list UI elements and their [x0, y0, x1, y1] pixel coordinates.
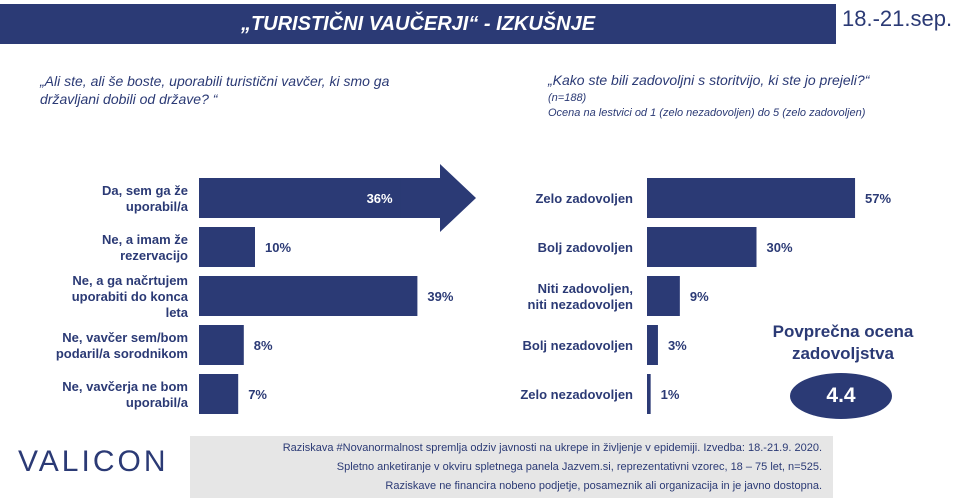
bar: [647, 178, 856, 218]
satisfaction-bar-chart: Zelo zadovoljen 57% Bolj zadovoljen 30% Niti…: [520, 178, 892, 414]
title-banner: „TURISTIČNI VAUČERJI“ - IZKUŠNJE: [0, 4, 836, 44]
category-label: Bolj zadovoljen: [538, 240, 633, 255]
footer-line-1: Raziskava #Novanormalnost spremlja odziv…: [282, 442, 822, 454]
category-label: Niti zadovoljen, niti nezadovoljen: [528, 281, 634, 312]
right-scale-note: Ocena na lestvici od 1 (zelo nezadovolje…: [548, 107, 866, 119]
valicon-logo: VALICON: [18, 445, 169, 478]
category-label: Ne, a imam že rezervacijo: [102, 232, 188, 263]
category-label: Da, sem ga že uporabil/a: [102, 183, 189, 214]
value-label: 8%: [254, 338, 273, 353]
value-label: 9%: [690, 289, 709, 304]
footer-line-3: Raziskave ne financira nobeno podjetje, …: [385, 480, 822, 492]
value-label: 57%: [865, 191, 891, 206]
bar: [647, 374, 651, 414]
category-label: Ne, a ga načrtujem uporabiti do konca leta: [72, 273, 189, 320]
value-label: 30%: [767, 240, 793, 255]
value-label: 10%: [265, 240, 291, 255]
bar: [647, 227, 757, 267]
category-label: Ne, vavčerja ne bom uporabil/a: [62, 379, 188, 410]
value-label: 1%: [661, 387, 680, 402]
category-label: Zelo zadovoljen: [535, 191, 633, 206]
value-label: 3%: [668, 338, 687, 353]
footer-note: Raziskava #Novanormalnost spremlja odziv…: [190, 436, 833, 498]
usage-bar-chart: Da, sem ga že uporabil/a 36% Ne, a imam že r…: [56, 164, 476, 414]
average-score-title: Povprečna ocena zadovoljstva: [772, 322, 914, 363]
value-label: 7%: [248, 387, 267, 402]
left-question: „Ali ste, ali še boste, uporabili turist…: [40, 73, 390, 107]
bar: [647, 325, 658, 365]
bar: [199, 276, 418, 316]
category-label: Bolj nezadovoljen: [522, 338, 633, 353]
value-label: 36%: [367, 191, 393, 206]
category-label: Ne, vavčer sem/bom podaril/a sorodnikom: [56, 330, 188, 361]
right-question: „Kako ste bili zadovoljni s storitvijo, …: [548, 72, 870, 88]
footer-line-2: Spletno anketiranje v okviru spletnega p…: [336, 461, 822, 473]
category-label: Zelo nezadovoljen: [520, 387, 633, 402]
bar: [647, 276, 680, 316]
bar: [199, 325, 244, 365]
right-sample-size: (n=188): [548, 92, 587, 104]
bar: [199, 227, 255, 267]
bar: [199, 178, 401, 218]
bar: [199, 374, 239, 414]
value-label: 39%: [427, 289, 453, 304]
survey-date: 18.-21.sep.: [842, 6, 953, 31]
average-score-badge: 4.4: [790, 373, 892, 419]
page-title: „TURISTIČNI VAUČERJI“ - IZKUŠNJE: [240, 13, 596, 35]
